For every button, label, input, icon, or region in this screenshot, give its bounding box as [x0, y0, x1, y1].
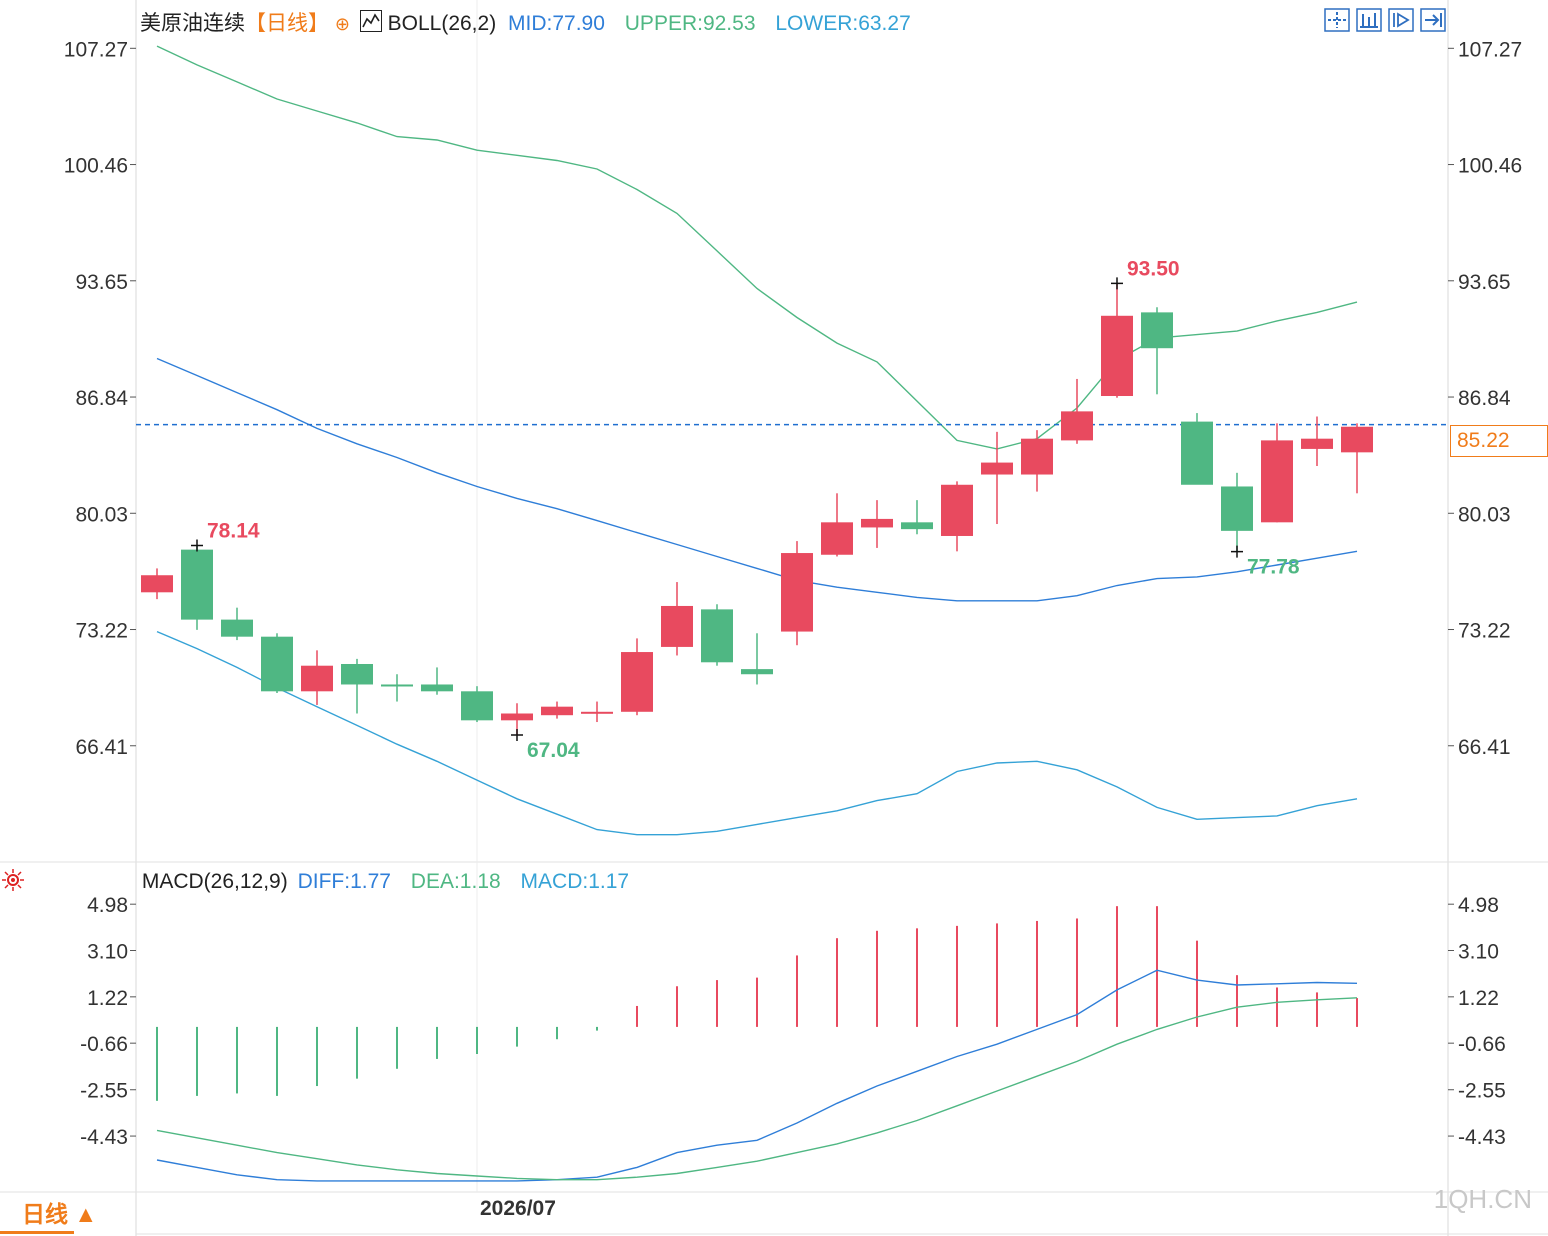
macd-macd-value: MACD:1.17 — [520, 870, 630, 893]
indicator-chart-icon[interactable] — [359, 10, 382, 32]
y-tick-label-left: 107.27 — [64, 38, 128, 61]
macd-y-tick-label-right: -2.55 — [1458, 1080, 1506, 1103]
macd-y-tick-label-right: 1.22 — [1458, 987, 1499, 1010]
y-tick-label-left: 86.84 — [75, 387, 128, 410]
candle-body — [381, 684, 413, 687]
candle-body — [1261, 440, 1293, 523]
bar-chart-icon[interactable] — [1356, 8, 1382, 32]
macd-y-tick-label-left: 4.98 — [87, 894, 128, 917]
boll-indicator-name[interactable]: BOLL(26,2) — [387, 12, 497, 35]
candle-body — [221, 619, 253, 637]
period-tab-label: 日线 ▲ — [22, 1201, 98, 1227]
candle-body — [861, 518, 893, 528]
instrument-title: 美原油连续 — [140, 12, 245, 35]
macd-y-tick-label-right: 3.10 — [1458, 941, 1499, 964]
macd-y-tick-label-left: -4.43 — [80, 1126, 128, 1149]
high-annotation: 78.14 — [207, 520, 260, 543]
macd-y-tick-label-left: -2.55 — [80, 1080, 128, 1103]
low-annotation: 67.04 — [527, 739, 580, 762]
macd-y-tick-label-right: -4.43 — [1458, 1126, 1506, 1149]
y-tick-label-right: 86.84 — [1458, 387, 1511, 410]
y-tick-label-left: 73.22 — [75, 620, 128, 643]
candle-body — [1101, 315, 1133, 397]
play-forward-icon[interactable] — [1388, 8, 1414, 32]
candle-body — [661, 605, 693, 647]
macd-y-tick-label-right: 4.98 — [1458, 894, 1499, 917]
settings-circle-icon[interactable]: ⊕ — [334, 14, 350, 34]
macd-indicator-name[interactable]: MACD(26,12,9) — [141, 870, 288, 893]
candle-body — [421, 684, 453, 692]
extreme-marker — [191, 539, 203, 552]
candle-body — [701, 609, 733, 663]
candle-body — [781, 553, 813, 632]
candle-body — [901, 522, 933, 530]
candle-body — [501, 713, 533, 721]
candle-body — [461, 691, 493, 721]
macd-settings-icon[interactable] — [0, 868, 26, 892]
y-tick-label-left: 100.46 — [64, 155, 128, 178]
macd-y-tick-label-left: 3.10 — [87, 941, 128, 964]
candle-body — [981, 462, 1013, 475]
candle-body — [181, 549, 213, 620]
main-header: 美原油连续【日线】 ⊕ BOLL(26,2) MID:77.90 UPPER:9… — [140, 10, 911, 36]
high-annotation: 93.50 — [1127, 257, 1180, 280]
boll-upper-value: UPPER:92.53 — [624, 12, 756, 35]
candle-body — [1341, 426, 1373, 453]
y-tick-label-right: 93.65 — [1458, 271, 1511, 294]
extreme-marker — [1111, 277, 1123, 290]
candle-body — [1301, 438, 1333, 449]
candle-body — [261, 636, 293, 692]
candle-body — [621, 652, 653, 712]
y-tick-label-right: 107.27 — [1458, 38, 1522, 61]
candle-body — [1141, 312, 1173, 349]
candle-body — [141, 575, 173, 593]
y-tick-label-left: 66.41 — [75, 736, 128, 759]
current-price-label: 85.22 — [1450, 425, 1548, 457]
macd-y-tick-label-right: -0.66 — [1458, 1033, 1506, 1056]
macd-diff-line — [156, 969, 1358, 1182]
y-tick-label-right: 66.41 — [1458, 736, 1511, 759]
candle-body — [1021, 438, 1053, 475]
y-tick-label-left: 80.03 — [75, 503, 128, 526]
macd-dea-line — [156, 997, 1358, 1181]
watermark: 1QH.CN — [1433, 1184, 1532, 1214]
macd-y-tick-label-left: -0.66 — [80, 1033, 128, 1056]
crosshair-icon[interactable] — [1324, 8, 1350, 32]
boll-mid-line — [156, 357, 1358, 602]
boll-lower-value: LOWER:63.27 — [775, 12, 911, 35]
candle-body — [741, 669, 773, 675]
period-tab-underline — [0, 1231, 74, 1234]
macd-y-tick-label-left: 1.22 — [87, 987, 128, 1010]
candle-body — [1061, 411, 1093, 441]
jump-to-end-icon[interactable] — [1420, 8, 1446, 32]
boll-lower-line — [156, 630, 1358, 836]
candle-body — [541, 706, 573, 716]
candle-body — [941, 484, 973, 536]
candle-body — [1221, 486, 1253, 531]
candle-body — [581, 711, 613, 714]
y-tick-label-right: 100.46 — [1458, 155, 1522, 178]
macd-header: MACD(26,12,9) DIFF:1.77 DEA:1.18 MACD:1.… — [0, 868, 629, 894]
candle-body — [821, 522, 853, 555]
candle-body — [1181, 421, 1213, 485]
boll-upper-line — [156, 45, 1358, 450]
boll-mid-value: MID:77.90 — [508, 12, 605, 35]
candle-body — [301, 665, 333, 692]
extreme-marker — [511, 729, 523, 742]
extreme-marker — [1231, 545, 1243, 558]
macd-diff-value: DIFF:1.77 — [297, 870, 391, 893]
x-axis-date-label: 2026/07 — [480, 1197, 556, 1220]
y-tick-label-right: 80.03 — [1458, 503, 1511, 526]
y-tick-label-right: 73.22 — [1458, 620, 1511, 643]
period-tab[interactable]: 日线 ▲ — [0, 1194, 134, 1234]
macd-dea-value: DEA:1.18 — [410, 870, 501, 893]
low-annotation: 77.78 — [1247, 556, 1300, 579]
y-tick-label-left: 93.65 — [75, 271, 128, 294]
period-tag[interactable]: 【日线】 — [245, 12, 329, 35]
candle-body — [341, 663, 373, 685]
